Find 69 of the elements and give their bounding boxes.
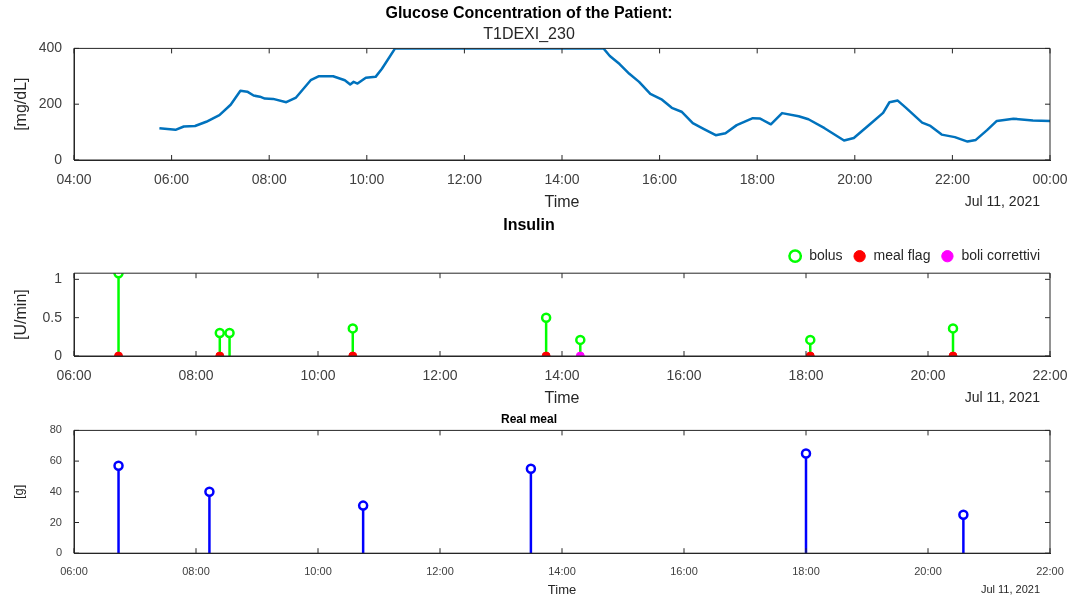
x-tick-label: 04:00: [56, 171, 92, 188]
point: [347, 323, 359, 334]
x-tick-label: 08:00: [178, 367, 214, 384]
x-tick-label: 18:00: [788, 367, 824, 384]
x-tick-label: 20:00: [914, 564, 942, 577]
x-tick-label: 20:00: [910, 367, 946, 384]
x-tick-label: 06:00: [56, 367, 92, 384]
x-tick-label: 12:00: [426, 564, 454, 577]
chart-title: Glucose Concentration of the Patient:: [385, 4, 673, 22]
x-tick-label: 12:00: [422, 367, 458, 384]
legend-label: bolus: [809, 247, 843, 264]
point: [357, 500, 369, 511]
x-tick-label: 16:00: [642, 171, 678, 188]
x-tick-label: 00:00: [1032, 171, 1068, 188]
x-tick-label: 22:00: [934, 171, 971, 188]
x-tick-label: 22:00: [1032, 367, 1068, 384]
point: [214, 327, 226, 339]
point: [800, 448, 812, 459]
x-tick-label: 18:00: [792, 564, 820, 577]
chart-subtitle: T1DEXI_230: [483, 25, 575, 44]
chart-title: Insulin: [503, 216, 555, 234]
x-axis-title: Time: [547, 581, 577, 597]
x-tick-label: 16:00: [666, 367, 702, 384]
y-tick-label: 0.5: [42, 308, 63, 325]
x-tick-label: 06:00: [60, 564, 88, 577]
y-tick-label: 80: [49, 423, 62, 436]
point: [958, 509, 969, 521]
x-tick-label: 12:00: [446, 171, 483, 188]
legend-label: meal flag: [873, 247, 931, 264]
y-tick-label: 20: [49, 515, 62, 528]
x-tick-label: 14:00: [544, 171, 580, 188]
point: [805, 334, 816, 346]
x-tick-label: 14:00: [544, 367, 580, 384]
x-tick-label: 18:00: [739, 171, 775, 188]
y-tick-label: 0: [55, 546, 62, 559]
point: [575, 334, 586, 346]
x-tick-label: 14:00: [548, 564, 576, 577]
point: [224, 327, 235, 339]
point: [204, 486, 215, 498]
x-tick-label: 16:00: [670, 564, 698, 577]
y-tick-label: 60: [49, 454, 62, 467]
y-tick-label: 0: [54, 150, 63, 167]
y-tick-label: 0: [54, 346, 63, 363]
y-axis-title: [g]: [11, 484, 27, 500]
x-tick-label: 22:00: [1036, 564, 1064, 577]
x-tick-label: 10:00: [300, 367, 336, 384]
legend-label: boli correttivi: [961, 247, 1041, 264]
point: [113, 460, 124, 471]
text: Jul 11, 2021: [964, 192, 1041, 209]
x-tick-label: 10:00: [304, 564, 332, 577]
chart-title: Real meal: [500, 411, 558, 426]
x-tick-label: 20:00: [837, 171, 873, 188]
y-tick-label: 40: [49, 484, 62, 497]
text: Jul 11, 2021: [980, 582, 1040, 595]
text: Jul 11, 2021: [964, 388, 1041, 405]
point: [947, 323, 959, 334]
x-tick-label: 10:00: [349, 171, 385, 188]
x-tick-label: 08:00: [182, 564, 210, 577]
x-tick-label: 08:00: [251, 171, 287, 188]
point: [540, 312, 552, 323]
y-axis-title: [U/min]: [12, 289, 30, 340]
x-tick-label: 06:00: [154, 171, 190, 188]
y-tick-label: 1: [54, 270, 63, 287]
point: [525, 463, 537, 475]
x-axis-title: Time: [544, 192, 580, 210]
y-tick-label: 200: [38, 95, 63, 112]
y-tick-label: 400: [38, 39, 63, 56]
x-axis-title: Time: [544, 388, 580, 406]
y-axis-title: [mg/dL]: [12, 77, 30, 131]
